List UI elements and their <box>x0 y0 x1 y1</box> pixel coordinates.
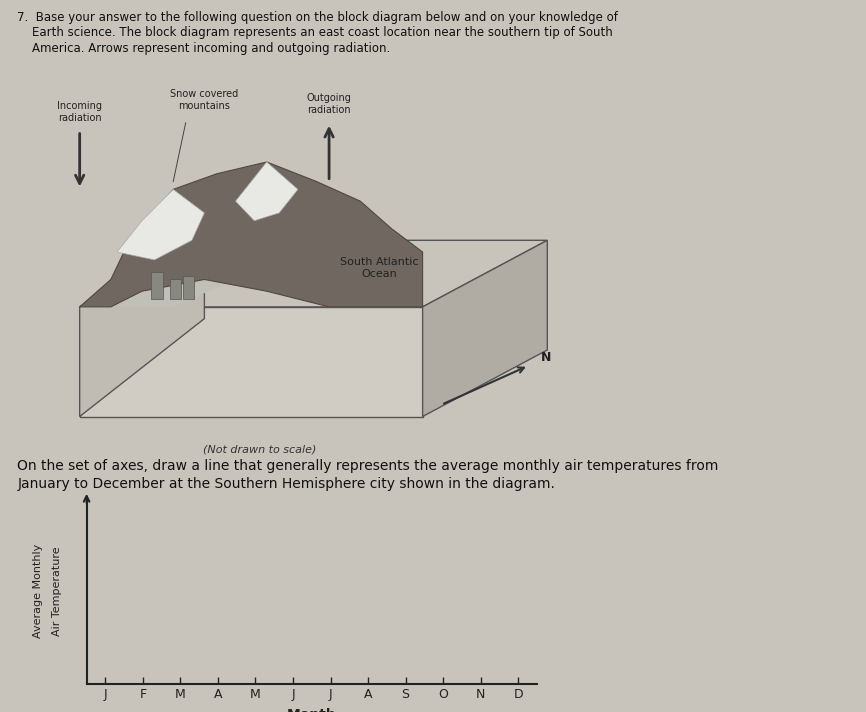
Polygon shape <box>80 260 236 307</box>
Polygon shape <box>236 162 298 221</box>
Text: 7.  Base your answer to the following question on the block diagram below and on: 7. Base your answer to the following que… <box>17 11 618 23</box>
Polygon shape <box>80 240 204 417</box>
Bar <box>152 271 163 299</box>
Text: Incoming
radiation: Incoming radiation <box>57 101 102 122</box>
Polygon shape <box>423 240 547 417</box>
Bar <box>183 276 194 299</box>
Polygon shape <box>117 189 204 260</box>
X-axis label: Month: Month <box>287 708 337 712</box>
Text: N: N <box>541 351 552 365</box>
Text: Snow covered
mountains: Snow covered mountains <box>171 90 238 111</box>
Polygon shape <box>80 240 547 307</box>
Text: January to December at the Southern Hemisphere city shown in the diagram.: January to December at the Southern Hemi… <box>17 477 555 491</box>
Text: (Not drawn to scale): (Not drawn to scale) <box>204 445 316 455</box>
Polygon shape <box>80 162 423 307</box>
Text: Earth science. The block diagram represents an east coast location near the sout: Earth science. The block diagram represe… <box>17 26 613 39</box>
Text: Average Monthly: Average Monthly <box>33 544 42 638</box>
Text: Air Temperature: Air Temperature <box>52 546 61 636</box>
Text: On the set of axes, draw a line that generally represents the average monthly ai: On the set of axes, draw a line that gen… <box>17 459 719 473</box>
Text: Outgoing
radiation: Outgoing radiation <box>307 93 352 115</box>
Polygon shape <box>80 307 423 417</box>
Text: South Atlantic
Ocean: South Atlantic Ocean <box>339 257 418 278</box>
Bar <box>170 279 181 299</box>
Text: America. Arrows represent incoming and outgoing radiation.: America. Arrows represent incoming and o… <box>17 42 391 55</box>
